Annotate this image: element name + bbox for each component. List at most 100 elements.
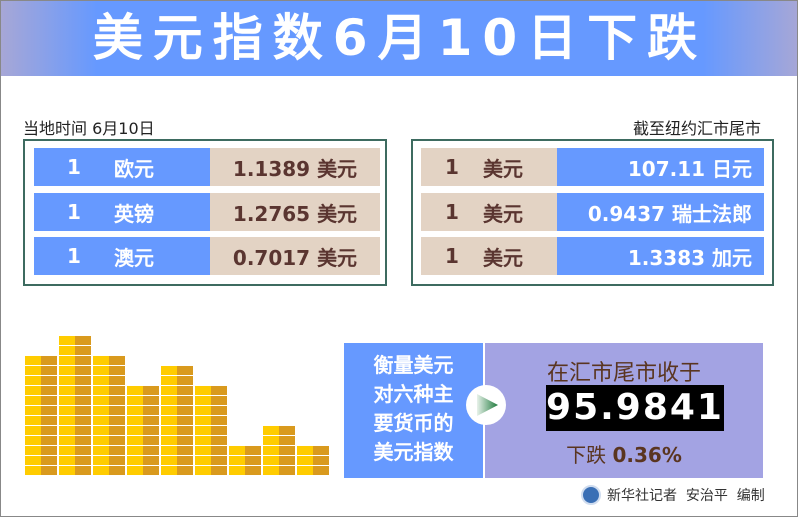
- index-value: 95.9841: [546, 385, 724, 431]
- rate-row: 1 美元 1.3383 加元: [421, 237, 764, 275]
- gold-bar: [161, 416, 193, 425]
- gold-bar: [127, 466, 159, 475]
- gold-bar: [59, 426, 91, 435]
- right-rates-panel: 1 美元 107.11 日元 1 美元 0.9437 瑞士法郎 1 美元 1.3383…: [411, 139, 774, 286]
- footer: 新华社记者 安治平 编制: [581, 485, 765, 505]
- description-line: 美元指数: [373, 440, 454, 464]
- gold-bar: [263, 436, 295, 445]
- gold-bar: [59, 376, 91, 385]
- gold-bar: [161, 436, 193, 445]
- rate-currency: 美元: [483, 156, 523, 181]
- gold-bar: [25, 416, 57, 425]
- rate-value: 1.1389 美元: [210, 148, 380, 186]
- title-banner: 美元指数6月10日下跌: [1, 1, 797, 76]
- gold-bar: [195, 466, 227, 475]
- gold-bar: [93, 396, 125, 405]
- rate-currency: 英镑: [114, 201, 154, 226]
- gold-bar: [25, 356, 57, 365]
- gold-bar: [59, 386, 91, 395]
- gold-bar: [59, 406, 91, 415]
- rate-row: 1 英镑 1.2765 美元: [34, 193, 380, 231]
- rate-amount: 1: [445, 200, 459, 224]
- gold-bar: [93, 416, 125, 425]
- gold-bar: [93, 376, 125, 385]
- rate-amount: 1: [67, 200, 81, 224]
- gold-bar: [93, 436, 125, 445]
- rate-amount: 1: [67, 155, 81, 179]
- gold-bar: [93, 446, 125, 455]
- gold-bar: [263, 456, 295, 465]
- gold-bar: [195, 436, 227, 445]
- rate-row: 1 欧元 1.1389 美元: [34, 148, 380, 186]
- gold-bar: [195, 416, 227, 425]
- change-label: 下跌: [566, 443, 607, 467]
- rate-value: 0.7017 美元: [210, 237, 380, 275]
- gold-bar: [59, 466, 91, 475]
- rate-value: 1.2765 美元: [210, 193, 380, 231]
- rate-amount: 1: [67, 244, 81, 268]
- gold-bar: [59, 356, 91, 365]
- gold-bar: [25, 366, 57, 375]
- gold-bar: [195, 446, 227, 455]
- gold-bar: [25, 406, 57, 415]
- gold-bar: [195, 396, 227, 405]
- gold-bar: [93, 366, 125, 375]
- rate-amount: 1: [445, 244, 459, 268]
- gold-bar: [59, 396, 91, 405]
- gold-bar: [195, 386, 227, 395]
- gold-bar: [59, 346, 91, 355]
- xinhua-logo-icon: [581, 485, 601, 505]
- rate-currency: 美元: [483, 245, 523, 270]
- gold-bar: [59, 446, 91, 455]
- gold-bar: [263, 466, 295, 475]
- gold-bar: [93, 456, 125, 465]
- gold-bar: [127, 386, 159, 395]
- gold-bar: [59, 336, 91, 345]
- change-value: 0.36%: [612, 443, 682, 467]
- gold-bar: [127, 396, 159, 405]
- gold-bar: [297, 446, 329, 455]
- gold-bar: [127, 426, 159, 435]
- gold-bar: [127, 446, 159, 455]
- left-caption: 当地时间 6月10日: [23, 119, 155, 138]
- left-rates-panel: 1 欧元 1.1389 美元 1 英镑 1.2765 美元 1 澳元 0.7017 美…: [23, 139, 387, 286]
- gold-bar: [25, 446, 57, 455]
- gold-bar: [93, 406, 125, 415]
- gold-bar: [59, 436, 91, 445]
- gold-bars-illustration: [25, 321, 335, 476]
- gold-bar: [59, 456, 91, 465]
- gold-bar: [93, 386, 125, 395]
- gold-bar: [297, 466, 329, 475]
- gold-bar: [127, 436, 159, 445]
- index-result-panel: 在汇市尾市收于 95.9841 下跌 0.36%: [485, 343, 763, 478]
- gold-bar: [195, 426, 227, 435]
- gold-bar: [229, 466, 261, 475]
- gold-bar: [93, 426, 125, 435]
- gold-bar: [161, 406, 193, 415]
- gold-bar: [25, 436, 57, 445]
- gold-bar: [195, 406, 227, 415]
- gold-bar: [59, 366, 91, 375]
- gold-bar: [161, 386, 193, 395]
- closing-label: 在汇市尾市收于: [546, 361, 701, 386]
- gold-bar: [161, 426, 193, 435]
- gold-bar: [161, 376, 193, 385]
- rate-value: 1.3383 加元: [557, 237, 764, 275]
- rate-currency: 欧元: [114, 156, 154, 181]
- gold-bar: [263, 446, 295, 455]
- rate-currency: 澳元: [114, 245, 154, 270]
- gold-bar: [161, 396, 193, 405]
- rate-row: 1 美元 107.11 日元: [421, 148, 764, 186]
- rate-value: 107.11 日元: [557, 148, 764, 186]
- gold-bar: [161, 446, 193, 455]
- gold-bar: [161, 366, 193, 375]
- gold-bar: [127, 406, 159, 415]
- gold-bar: [127, 456, 159, 465]
- gold-bar: [25, 466, 57, 475]
- gold-bar: [195, 456, 227, 465]
- gold-bar: [59, 416, 91, 425]
- gold-bar: [25, 386, 57, 395]
- description-line: 要货币的: [373, 411, 454, 435]
- gold-bar: [263, 426, 295, 435]
